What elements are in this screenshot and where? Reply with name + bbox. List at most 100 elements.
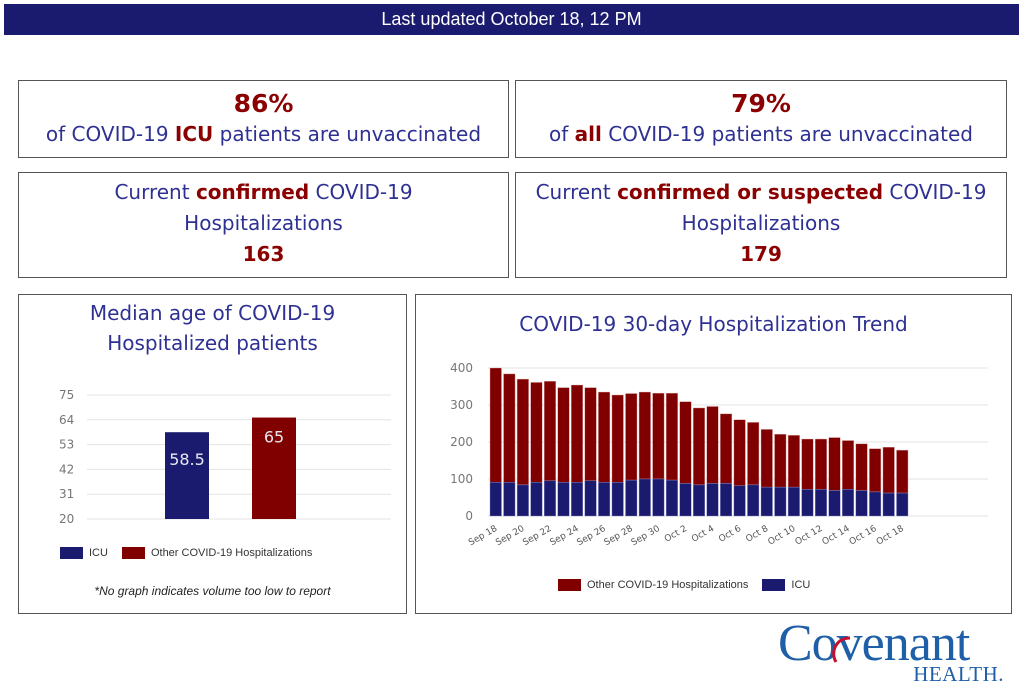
bar-other — [516, 378, 529, 486]
bar-other — [828, 437, 841, 491]
all-unvaccinated-caption: of all COVID-19 patients are unvaccinate… — [516, 120, 1006, 148]
median-age-panel: Median age of COVID-19 Hospitalized pati… — [18, 294, 407, 614]
bar-other — [801, 438, 814, 490]
legend-item-other: Other COVID-19 Hospitalizations — [558, 579, 748, 591]
logo-subtitle: HEALTH. — [913, 662, 1004, 686]
legend-label: ICU — [791, 579, 811, 591]
bar-other — [720, 413, 733, 484]
x-tick-label: Oct 10 — [766, 524, 797, 548]
data-label: 65 — [264, 428, 284, 447]
legend-swatch-other — [558, 579, 581, 591]
bar-icu — [557, 482, 570, 517]
bar-icu — [530, 482, 543, 517]
legend-swatch-icu — [60, 547, 83, 559]
bar-other — [638, 391, 651, 480]
y-tick-label: 100 — [450, 472, 473, 486]
bar-icu — [706, 483, 719, 517]
bar-icu — [503, 482, 516, 517]
bar-icu — [720, 483, 733, 517]
y-tick-label: 75 — [59, 388, 74, 402]
bar-other — [842, 440, 854, 490]
bar-other — [557, 387, 570, 483]
bar-icu — [733, 485, 746, 517]
bar-other — [543, 381, 556, 482]
bar-other — [747, 422, 760, 486]
bar-icu — [543, 480, 556, 517]
bar-icu — [598, 482, 611, 517]
bar-other — [896, 449, 909, 494]
bar-other — [530, 382, 543, 483]
caption-emphasis: ICU — [174, 122, 214, 146]
bar-other — [869, 448, 882, 493]
legend-swatch-other — [121, 547, 145, 559]
bar-other — [489, 367, 502, 483]
bar-icu — [842, 489, 854, 517]
bar-other — [652, 392, 665, 480]
bar-other — [625, 393, 638, 481]
y-tick-label: 42 — [59, 462, 74, 476]
bar-other — [774, 434, 787, 488]
logo-wordmark: Covenant — [778, 615, 970, 672]
icu-unvaccinated-card: 86% of COVID-19 ICU patients are unvacci… — [18, 80, 509, 158]
caption-text: patients are unvaccinated — [213, 122, 482, 146]
bar-icu — [760, 486, 773, 517]
bar-icu — [584, 480, 597, 517]
median-age-chart: 20 31 42 53 64 75 58.5 65 — [59, 388, 391, 526]
bar-icu — [165, 432, 209, 519]
caption-text: Current — [114, 180, 196, 204]
icu-unvaccinated-caption: of COVID-19 ICU patients are unvaccinate… — [19, 120, 508, 148]
x-tick-label: Sep 26 — [576, 524, 608, 548]
legend-label: Other COVID-19 Hospitalizations — [587, 579, 749, 591]
data-label: 58.5 — [169, 450, 205, 469]
bar-icu — [882, 492, 895, 517]
bar-icu — [571, 482, 584, 517]
bar-icu — [679, 483, 692, 517]
legend-label: Other COVID-19 Hospitalizations — [150, 547, 313, 559]
x-tick-label: Oct 2 — [663, 524, 689, 545]
confirmed-count: 163 — [242, 242, 285, 266]
x-tick-label: Oct 8 — [744, 524, 770, 545]
bar-other — [815, 438, 827, 490]
caption-emphasis: confirmed or suspected — [617, 180, 884, 204]
confirmed-caption-line2: Hospitalizations — [184, 211, 343, 235]
bar-icu — [855, 490, 868, 517]
all-unvaccinated-card: 79% of all COVID-19 patients are unvacci… — [515, 80, 1007, 158]
logo-swoosh-icon — [832, 636, 851, 663]
bar-other — [706, 406, 719, 484]
bar-icu — [625, 479, 638, 517]
x-tick-label: Oct 16 — [848, 524, 879, 548]
caption-emphasis: confirmed — [195, 180, 310, 204]
caption-text: of COVID-19 — [45, 122, 175, 146]
y-tick-label: 200 — [450, 435, 473, 449]
y-tick-label: 64 — [59, 413, 74, 427]
bar-icu — [489, 482, 502, 517]
y-tick-label: 20 — [59, 512, 74, 526]
bar-icu — [896, 492, 909, 517]
all-unvaccinated-percent: 79% — [731, 89, 791, 118]
caption-text: COVID-19 — [309, 180, 413, 204]
x-tick-label: Sep 20 — [494, 524, 526, 548]
legend-label: ICU — [89, 547, 108, 559]
bar-other — [584, 387, 597, 482]
legend-item-icu: ICU — [762, 579, 810, 591]
bar-other — [733, 419, 746, 486]
y-tick-label: 0 — [465, 509, 473, 523]
suspected-caption-line2: Hospitalizations — [681, 211, 841, 235]
suspected-caption: Current confirmed or suspected COVID-19 — [516, 177, 1006, 208]
legend-item-other: Other COVID-19 Hospitalizations — [121, 547, 313, 559]
median-age-legend: ICU Other COVID-19 Hospitalizations — [60, 547, 326, 559]
footnote: *No graph indicates volume too low to re… — [94, 584, 331, 598]
trend-title: COVID-19 30-day Hospitalization Trend — [519, 312, 908, 336]
title-line: Hospitalized patients — [107, 331, 318, 355]
hospitalization-trend-panel: COVID-19 30-day Hospitalization Trend 0 1… — [415, 294, 1012, 614]
icu-unvaccinated-percent: 86% — [233, 89, 294, 118]
bar-icu — [801, 489, 814, 517]
x-tick-label: Sep 28 — [603, 524, 635, 548]
x-tick-label: Oct 6 — [717, 524, 743, 545]
bar-icu — [787, 486, 800, 517]
bar-other — [598, 391, 611, 483]
caption-text: COVID-19 patients are unvaccinated — [601, 122, 973, 146]
bar-other — [571, 384, 584, 483]
trend-legend: Other COVID-19 Hospitalizations ICU — [558, 579, 824, 591]
bar-icu — [516, 484, 529, 517]
